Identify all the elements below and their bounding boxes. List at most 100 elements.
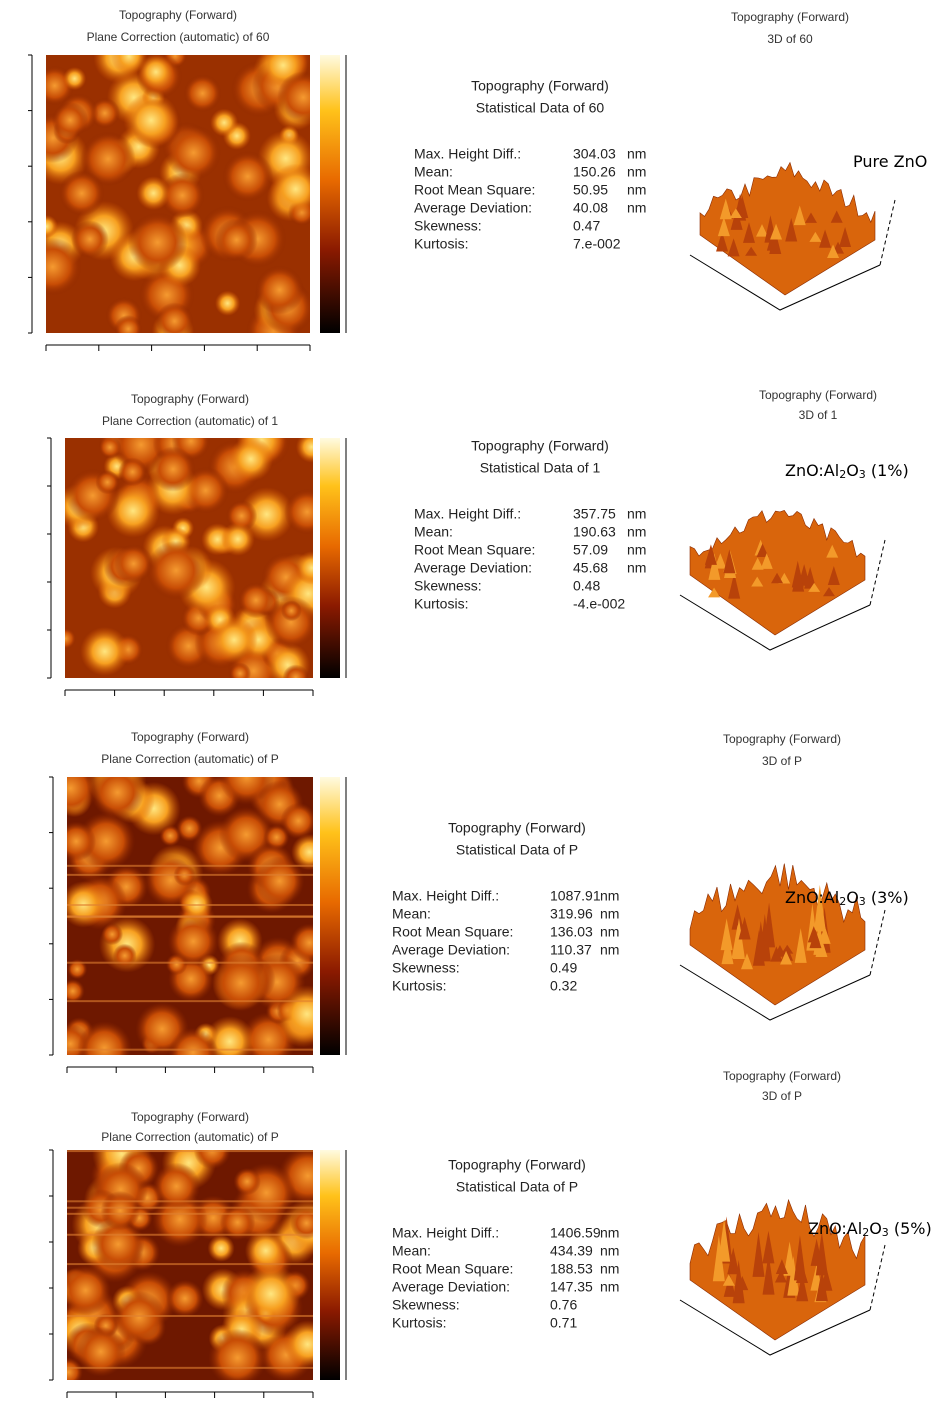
grain (159, 172, 205, 219)
colorbar (320, 438, 340, 678)
peak (738, 916, 751, 940)
stat-unit: nm (627, 542, 646, 558)
stat-unit: nm (627, 200, 646, 216)
stat-value: 50.95 (573, 182, 608, 198)
image-title: Topography (Forward) (131, 392, 249, 406)
stat-label: Root Mean Square: (414, 182, 535, 198)
grain (229, 662, 252, 678)
grain (295, 551, 313, 585)
scan-line (67, 1233, 313, 1236)
peak (728, 572, 741, 599)
grain (46, 237, 82, 296)
sample-label-part: O (869, 1219, 882, 1238)
afm-image (67, 1150, 313, 1380)
grain (204, 1016, 256, 1055)
stat-label: Root Mean Square: (414, 542, 535, 558)
stat-unit: nm (600, 888, 619, 904)
stat-unit: nm (600, 1279, 619, 1295)
grain (67, 979, 85, 1004)
peak (793, 1235, 806, 1281)
stat-value: 190.63 (573, 524, 616, 540)
scan-line (67, 1366, 313, 1369)
peak (762, 1230, 775, 1264)
grain (168, 1027, 218, 1055)
stat-value: 0.49 (550, 960, 577, 976)
stat-unit: nm (600, 1261, 619, 1277)
view-title: 3D of 1 (799, 408, 838, 422)
stat-unit: nm (627, 524, 646, 540)
grain (118, 457, 147, 487)
peak (780, 950, 793, 965)
stat-value: 57.09 (573, 542, 608, 558)
view-title: 3D of P (762, 1089, 802, 1103)
peak (774, 1270, 787, 1283)
grain (167, 915, 219, 967)
sample-label: Pure ZnO (853, 152, 927, 171)
panel: Topography (Forward) Plane Correction (au… (47, 388, 909, 696)
peak (794, 928, 807, 963)
stat-unit: nm (600, 1243, 619, 1259)
sample-label-part: ZnO:Al (785, 888, 839, 907)
image-title: Plane Correction (automatic) of P (101, 752, 278, 766)
sample-label-part: 3 (882, 1226, 889, 1239)
scan-line (67, 1150, 313, 1153)
peak (809, 929, 822, 949)
grain (220, 522, 255, 556)
panel: Topography (Forward) Plane Correction (au… (49, 1069, 932, 1398)
colorbar (320, 777, 340, 1055)
peak (716, 231, 729, 252)
sample-label-part: 2 (862, 1226, 869, 1239)
peak (722, 1274, 735, 1286)
peak (751, 557, 764, 570)
grain (46, 214, 58, 238)
view-title: Topography (Forward) (723, 732, 841, 746)
sample-label: ZnO:Al2O3 (5%) (808, 1219, 932, 1240)
stat-label: Root Mean Square: (392, 924, 513, 940)
stat-label: Kurtosis: (392, 978, 446, 994)
stat-label: Max. Height Diff.: (414, 506, 521, 522)
stat-value: 1087.91 (550, 888, 601, 904)
grain (183, 74, 222, 113)
grain (101, 923, 124, 946)
peak (827, 244, 840, 259)
surface-3d (699, 161, 876, 296)
peak (717, 216, 730, 237)
peak (740, 953, 753, 970)
grain (210, 108, 239, 137)
stat-label: Average Deviation: (392, 942, 510, 958)
image-title: Topography (Forward) (131, 1110, 249, 1124)
stat-label: Skewness: (414, 218, 482, 234)
peak (826, 544, 839, 558)
sample-label-part: O (846, 888, 859, 907)
grain (51, 101, 89, 139)
grain (239, 487, 294, 542)
grain (62, 66, 87, 91)
stat-value: -4.e-002 (573, 596, 625, 612)
peak (796, 1273, 809, 1302)
image-title: Plane Correction (automatic) of P (101, 1130, 278, 1144)
stat-unit: nm (627, 182, 646, 198)
peak (708, 587, 721, 598)
sample-label: ZnO:Al2O3 (3%) (785, 888, 909, 909)
view-title: Topography (Forward) (759, 388, 877, 402)
view-title: Topography (Forward) (723, 1069, 841, 1083)
grain (146, 540, 206, 601)
stat-value: 40.08 (573, 200, 608, 216)
image-title: Topography (Forward) (119, 8, 237, 22)
stat-label: Average Deviation: (392, 1279, 510, 1295)
peak (731, 904, 744, 930)
surface-3d (689, 1198, 866, 1341)
stat-value: 0.48 (573, 578, 600, 594)
peak (719, 198, 732, 220)
axis-3d (879, 199, 896, 266)
peak (762, 1254, 775, 1295)
grain (283, 1320, 313, 1369)
peak (815, 937, 828, 957)
scan-line (67, 1263, 313, 1266)
grain (67, 959, 88, 980)
stat-value: 110.37 (550, 942, 592, 958)
grain (127, 212, 188, 273)
peak (773, 944, 786, 957)
stat-unit: nm (600, 924, 619, 940)
sample-label-part: O (846, 461, 859, 480)
